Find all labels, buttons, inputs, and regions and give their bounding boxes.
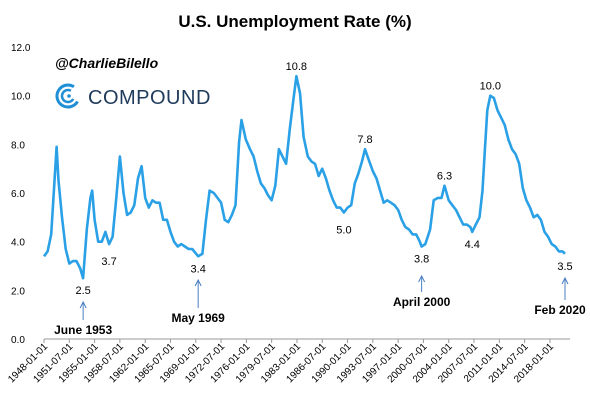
y-tick-label: 0.0 bbox=[11, 335, 25, 346]
chart-title: U.S. Unemployment Rate (%) bbox=[178, 12, 411, 31]
data-label: 6.3 bbox=[437, 171, 452, 183]
callout-label: May 1969 bbox=[171, 311, 225, 325]
watermark: @CharlieBilello COMPOUND bbox=[55, 55, 211, 109]
y-tick-label: 10.0 bbox=[11, 92, 31, 103]
callout-arrowhead bbox=[561, 276, 569, 285]
data-label: 3.4 bbox=[191, 263, 206, 275]
callout-arrowhead bbox=[418, 274, 426, 283]
callout-label: Feb 2020 bbox=[534, 303, 586, 317]
y-tick-label: 8.0 bbox=[11, 140, 25, 151]
callout-arrowhead bbox=[194, 278, 202, 287]
data-labels: 2.5 3.7 3.4 10.8 5.0 7.8 3.8 6.3 4.4 10.0 3.5 bbox=[75, 61, 572, 297]
twitter-handle: @CharlieBilello bbox=[55, 55, 159, 71]
y-tick-label: 6.0 bbox=[11, 189, 25, 200]
plot-area bbox=[42, 74, 566, 280]
y-tick-label: 2.0 bbox=[11, 286, 25, 297]
callouts: June 1953 May 1969 April 2000 Feb 2020 bbox=[54, 274, 586, 337]
callout-arrowhead bbox=[79, 300, 87, 309]
compound-logo-icon bbox=[55, 83, 81, 109]
callout-label: June 1953 bbox=[54, 323, 112, 337]
data-label: 2.5 bbox=[75, 285, 90, 297]
data-label: 7.8 bbox=[357, 134, 372, 146]
brand-name: COMPOUND bbox=[88, 87, 211, 109]
data-label: 3.5 bbox=[557, 261, 572, 273]
data-label: 4.4 bbox=[465, 239, 480, 251]
data-label: 10.0 bbox=[480, 81, 501, 93]
data-label: 3.8 bbox=[414, 254, 429, 266]
callout-label: April 2000 bbox=[393, 295, 451, 309]
unemployment-line bbox=[42, 74, 566, 280]
data-label: 5.0 bbox=[336, 224, 351, 236]
y-tick-label: 12.0 bbox=[11, 43, 31, 54]
data-label: 10.8 bbox=[286, 61, 307, 73]
y-tick-label: 4.0 bbox=[11, 238, 25, 249]
data-label: 3.7 bbox=[101, 256, 116, 268]
